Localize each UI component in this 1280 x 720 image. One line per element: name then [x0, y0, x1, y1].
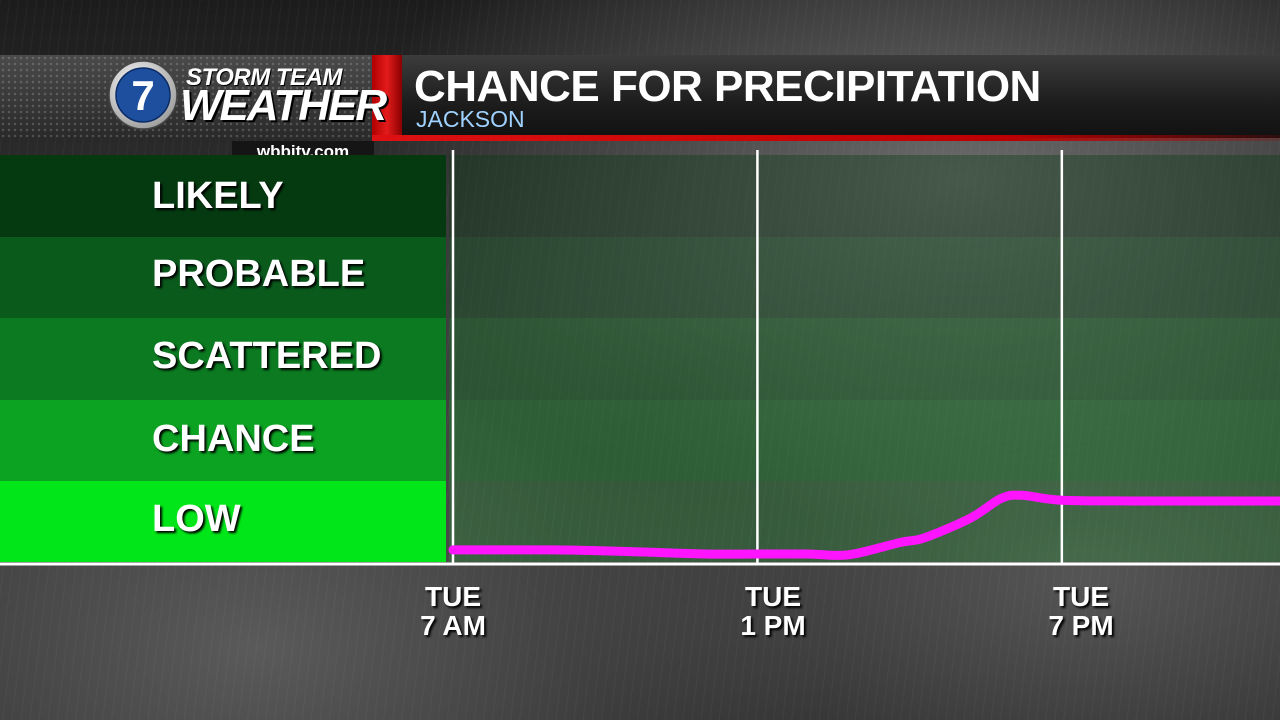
location-subtitle: JACKSON: [416, 106, 525, 132]
data-point-10: [1000, 498, 1002, 500]
category-label-scattered: SCATTERED: [152, 335, 382, 377]
data-point-3: [706, 553, 708, 555]
x-tick-label-7am: TUE 7 AM: [373, 582, 533, 640]
channel-7-logo-icon: 7: [108, 60, 178, 130]
data-point-12: [1061, 499, 1063, 501]
band-chance: CHANCE: [0, 400, 446, 481]
x-tick-day: TUE: [745, 581, 801, 612]
data-point-9: [970, 517, 972, 519]
plot-band-scattered: [449, 318, 1280, 400]
brand-weather: WEATHER: [180, 81, 387, 130]
precip-series-line-0: [448, 490, 1280, 561]
band-scattered: SCATTERED: [0, 318, 446, 400]
red-divider: [372, 55, 402, 141]
data-point-13: [1137, 500, 1139, 502]
band-probable: PROBABLE: [0, 237, 446, 318]
category-label-chance: CHANCE: [152, 418, 315, 460]
x-tick-day: TUE: [1053, 581, 1109, 612]
logo-panel: [0, 55, 372, 138]
x-tick-label-1pm: TUE 1 PM: [693, 582, 853, 640]
data-point-4: [756, 553, 758, 555]
logo-number: 7: [131, 72, 154, 119]
data-point-14: [1213, 500, 1215, 502]
data-point-1: [553, 549, 555, 551]
data-point-6: [848, 554, 850, 556]
plot-band-likely: [449, 155, 1280, 237]
x-tick-time: 1 PM: [740, 610, 806, 641]
data-point-5: [807, 553, 809, 555]
brand-storm-team: STORM TEAM: [186, 64, 342, 91]
category-label-probable: PROBABLE: [152, 253, 366, 295]
x-tick-day: TUE: [425, 581, 481, 612]
plot-band-probable: [449, 237, 1280, 318]
band-low: LOW: [0, 481, 446, 562]
data-point-7: [898, 542, 900, 544]
x-tick-time: 7 AM: [420, 610, 486, 641]
page-title: CHANCE FOR PRECIPITATION: [414, 62, 1041, 111]
x-tick-label-7pm: TUE 7 PM: [1001, 582, 1161, 640]
band-likely: LIKELY: [0, 155, 446, 237]
header-red-line: [372, 135, 1280, 141]
data-point-11: [1020, 494, 1022, 496]
category-label-low: LOW: [152, 498, 241, 540]
data-point-2: [630, 551, 632, 553]
data-point-8: [924, 537, 926, 539]
category-label-likely: LIKELY: [152, 175, 284, 217]
plot-band-chance: [449, 400, 1280, 481]
data-point-0: [452, 549, 454, 551]
x-tick-time: 7 PM: [1048, 610, 1114, 641]
